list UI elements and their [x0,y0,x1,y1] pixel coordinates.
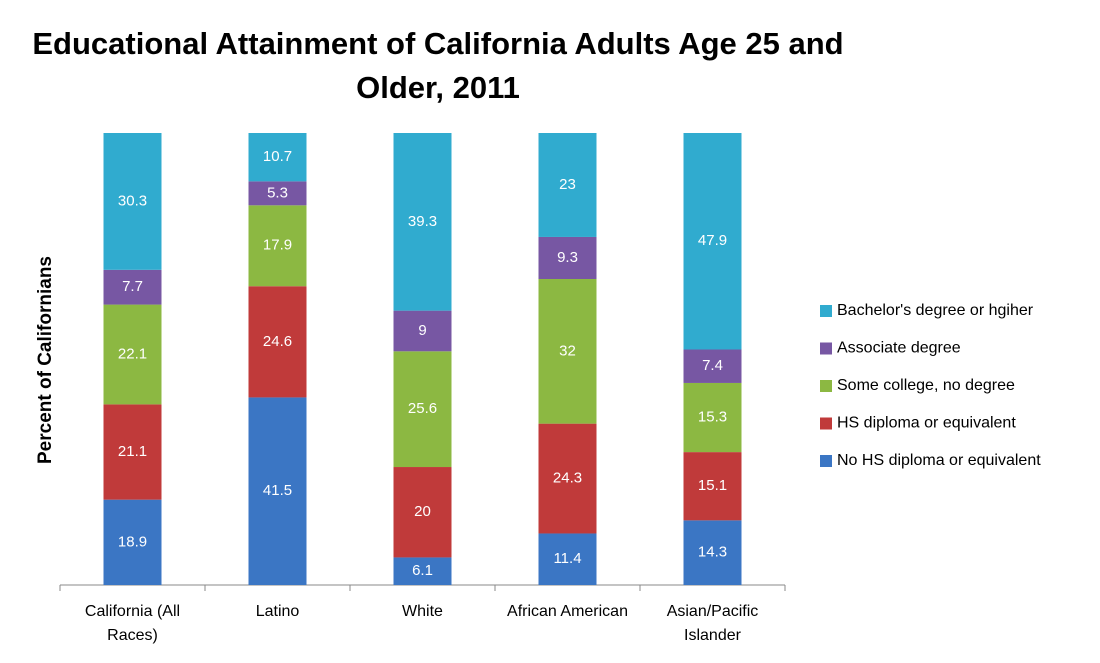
data-label: 5.3 [267,184,288,201]
bar-segment [538,533,597,585]
data-label: 11.4 [553,550,581,567]
x-tick-label: African American [507,603,628,620]
data-label: 9 [418,322,426,339]
legend-label: Some college, no degree [837,377,1015,394]
legend-swatch [820,305,832,317]
data-label: 17.9 [263,237,292,254]
data-label: 14.3 [698,544,727,561]
data-label: 24.3 [553,470,582,487]
chart-title: Educational Attainment of California Adu… [32,26,844,105]
bar-segment [683,133,742,350]
bar-segment [393,351,452,468]
bar-segment [103,133,162,270]
bar-segment [248,397,307,585]
bar-segment [538,133,597,237]
data-label: 30.3 [118,192,147,209]
legend-swatch [820,342,832,355]
data-label: 9.3 [557,249,578,266]
legend-swatch [820,380,832,392]
data-label: 18.9 [118,533,147,550]
data-label: 15.1 [698,477,727,494]
data-label: 41.5 [263,482,292,499]
bar-segment [103,404,162,500]
bar-segment [683,382,742,453]
x-tick-label: Latino [255,603,300,620]
bar-segment [248,205,307,287]
data-label: 21.1 [118,443,147,460]
x-tick-label: Asian/Pacific Islander [666,603,759,644]
bar-segment [538,236,597,279]
data-label: 39.3 [408,213,437,230]
bar-segment [683,349,742,383]
data-label: 15.3 [698,409,727,426]
data-label: 10.7 [263,148,292,165]
data-label: 25.6 [408,400,437,417]
legend-label: Bachelor's degree or hgiher [837,302,1034,319]
bar-segment [248,181,307,206]
y-axis-label: Percent of Californians [35,256,56,464]
bar-segment [538,278,597,424]
bar-segment [248,286,307,398]
bar-segment [103,499,162,585]
data-label: 20 [414,503,431,520]
data-label: 7.4 [702,357,723,374]
data-label: 6.1 [412,562,433,579]
bar-segment [538,423,597,534]
bar-segment [393,310,452,352]
bar-segment [393,467,452,558]
bar-segment [248,133,307,182]
x-tick-label: California (All Races) [84,603,181,644]
data-label: 23 [559,176,576,193]
legend-label: HS diploma or equivalent [837,415,1016,432]
data-label: 32 [559,342,576,359]
legend-label: Associate degree [837,340,961,357]
bar-segment [103,304,162,405]
bar-segment [103,269,162,305]
bar-segment [393,133,452,311]
data-label: 7.7 [122,278,143,295]
legend-label: No HS diploma or equivalent [837,452,1041,469]
x-tick-label: White [402,603,443,620]
legend-swatch [820,455,832,467]
bar-segment [683,520,742,585]
bar-segment [683,452,742,521]
bar-segment [393,557,452,585]
data-label: 47.9 [698,232,727,249]
data-label: 24.6 [263,333,292,350]
data-label: 22.1 [118,345,147,362]
legend-swatch [820,417,832,430]
